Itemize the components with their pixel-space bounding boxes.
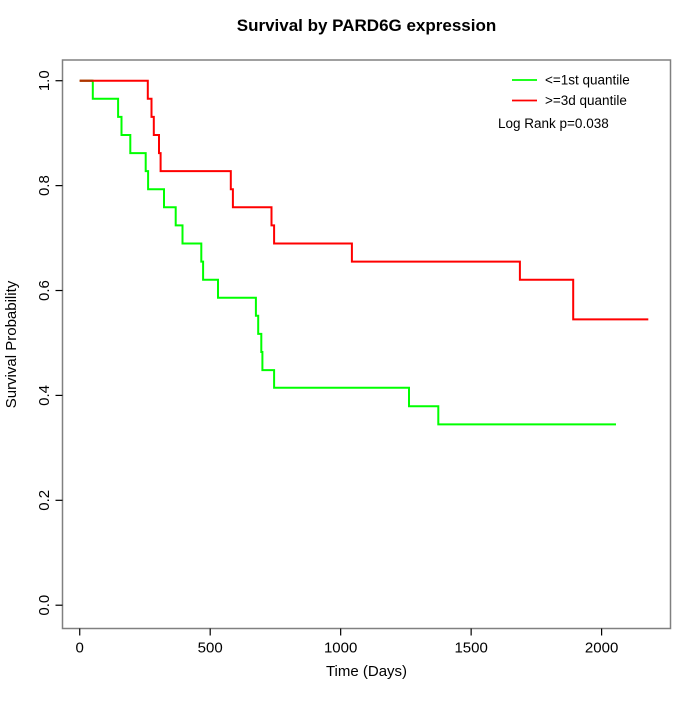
survival-curve-low-expression — [79, 79, 616, 426]
chart-title: Survival by PARD6G expression — [237, 16, 497, 35]
curves-layer — [79, 79, 649, 426]
legend: <=1st quantile >=3d quantile Log Rank p=… — [498, 73, 630, 132]
y-tick-label: 0.0 — [36, 595, 53, 616]
legend-label-first-quantile: <=1st quantile — [545, 73, 630, 88]
y-tick-label: 0.2 — [36, 490, 53, 511]
axes-layer: 0 500 1000 1500 2000 0.0 0.2 0.4 0.6 0.8 1.0 — [36, 70, 618, 656]
x-tick-label: 1500 — [454, 640, 487, 657]
legend-label-third-quantile: >=3d quantile — [545, 93, 627, 108]
y-tick-label: 0.4 — [36, 385, 53, 406]
y-tick-label: 1.0 — [36, 70, 53, 91]
y-tick-label: 0.6 — [36, 280, 53, 301]
x-tick-label: 0 — [76, 640, 84, 657]
y-axis-title: Survival Probability — [3, 280, 20, 408]
x-axis-title: Time (Days) — [326, 663, 407, 680]
x-tick-label: 500 — [198, 640, 223, 657]
y-tick-label: 0.8 — [36, 175, 53, 196]
x-tick-label: 2000 — [585, 640, 618, 657]
x-tick-label: 1000 — [324, 640, 357, 657]
plot-box — [61, 59, 672, 630]
survival-curve-high-expression — [79, 79, 649, 321]
log-rank-annotation: Log Rank p=0.038 — [498, 116, 609, 131]
